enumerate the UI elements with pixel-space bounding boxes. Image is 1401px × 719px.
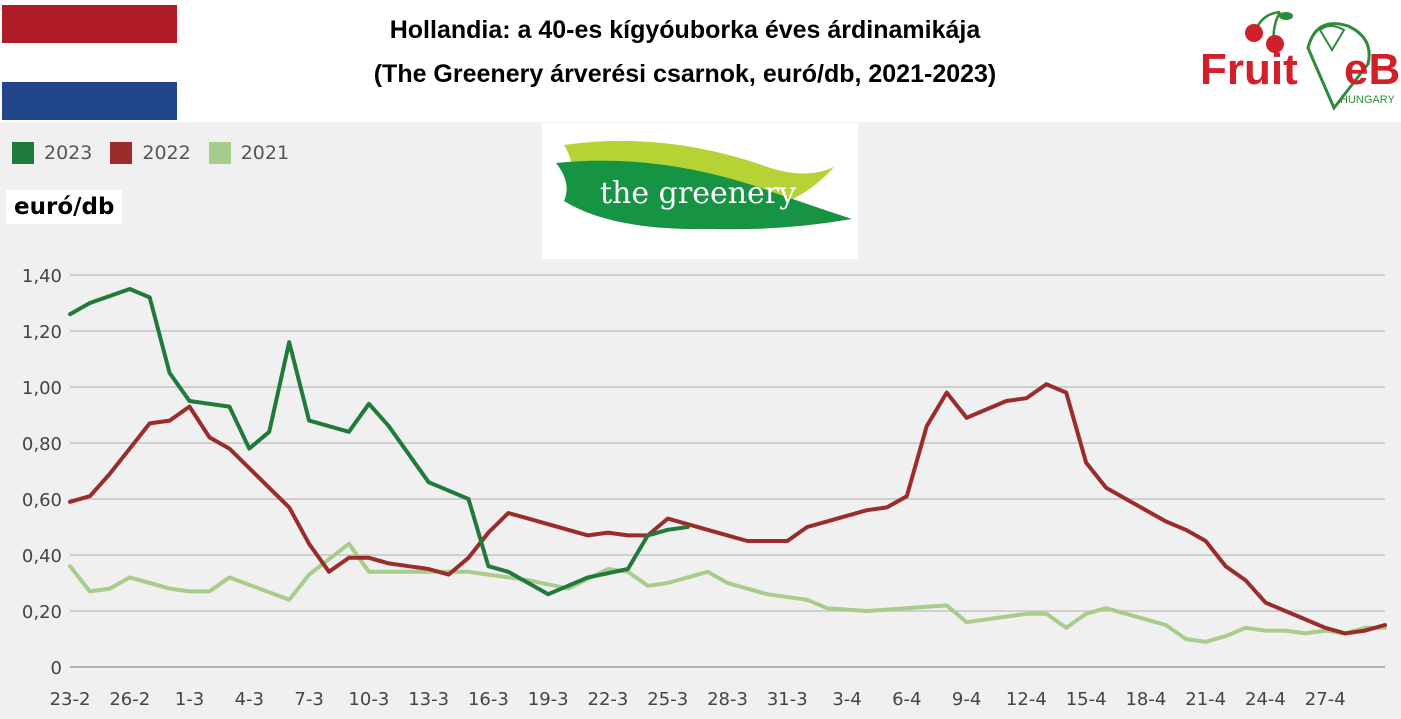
x-tick-label: 13-3 <box>408 689 449 710</box>
legend-label-2023: 2023 <box>44 142 93 164</box>
x-tick-label: 19-3 <box>528 689 569 710</box>
flag-stripe-white <box>2 43 177 82</box>
chart-legend: 2023 2022 2021 <box>12 140 307 166</box>
y-tick-label: 0,80 <box>22 434 62 455</box>
y-tick-label: 1,00 <box>22 378 62 399</box>
x-tick-label: 22-3 <box>588 689 629 710</box>
x-tick-label: 3-4 <box>832 689 861 710</box>
x-tick-label: 24-4 <box>1245 689 1286 710</box>
x-tick-label: 31-3 <box>767 689 808 710</box>
x-tick-label: 27-4 <box>1305 689 1346 710</box>
greenery-text: the greenery <box>600 176 796 211</box>
x-tick-label: 9-4 <box>952 689 981 710</box>
legend-label-2021: 2021 <box>240 142 290 164</box>
legend-swatch-2022 <box>110 142 133 164</box>
flag-stripe-blue <box>2 81 177 120</box>
y-axis-unit-label: euró/db <box>6 190 123 224</box>
y-tick-label: 0,20 <box>22 602 62 623</box>
legend-item-2021: 2021 <box>208 142 290 164</box>
series-line-2021 <box>68 541 1387 644</box>
x-tick-label: 18-4 <box>1125 689 1166 710</box>
flag-stripe-red <box>2 5 177 44</box>
x-tick-label: 25-3 <box>647 689 688 710</box>
leaf-icon: the greenery <box>556 140 852 230</box>
x-tick-label: 28-3 <box>707 689 748 710</box>
x-axis-labels: 23-2 26-2 1-3 4-3 7-3 10-3 13-3 16-3 19-3 22-3 25-… <box>50 689 1346 710</box>
title-line-2: (The Greenery árverési csarnok, euró/db,… <box>373 60 997 88</box>
series-line-2022 <box>68 382 1387 636</box>
fruitveb-logo: Fruit eB HUNGARY <box>1200 10 1398 111</box>
header: Hollandia: a 40-es kígyóuborka éves árdi… <box>0 0 1401 122</box>
cherry-icon <box>1245 10 1293 53</box>
x-tick-label: 15-4 <box>1066 689 1107 710</box>
legend-item-2022: 2022 <box>110 142 191 164</box>
y-tick-label: 1,40 <box>22 266 62 287</box>
x-tick-label: 6-4 <box>892 689 921 710</box>
chart-grid <box>70 274 1385 668</box>
y-tick-label: 1,20 <box>22 322 62 343</box>
x-tick-label: 1-3 <box>175 689 204 710</box>
x-tick-label: 7-3 <box>294 689 323 710</box>
series-line-2023 <box>68 287 690 597</box>
y-tick-label: 0 <box>51 658 62 679</box>
legend-label-2022: 2022 <box>142 142 191 164</box>
x-tick-label: 23-2 <box>50 689 91 710</box>
fruitveb-text-left: Fruit <box>1200 45 1298 94</box>
legend-swatch-2021 <box>208 142 231 164</box>
y-tick-label: 0,60 <box>22 490 62 511</box>
legend-item-2023: 2023 <box>12 142 92 164</box>
x-tick-label: 10-3 <box>348 689 389 710</box>
y-axis-labels: 0 0,20 0,40 0,60 0,80 1,00 1,20 1,40 <box>22 266 62 679</box>
title-line-1: Hollandia: a 40-es kígyóuborka éves árdi… <box>389 16 981 44</box>
line-chart: 0 0,20 0,40 0,60 0,80 1,00 1,20 1,40 23-2 26-2 1-… <box>22 266 1387 710</box>
x-tick-label: 16-3 <box>468 689 509 710</box>
netherlands-flag-icon <box>2 5 177 120</box>
chart-title: Hollandia: a 40-es kígyóuborka éves árdi… <box>180 8 1190 96</box>
chart-series <box>68 287 1387 644</box>
legend-swatch-2023 <box>12 142 34 164</box>
x-tick-label: 4-3 <box>235 689 264 710</box>
y-tick-label: 0,40 <box>22 546 62 567</box>
x-tick-label: 21-4 <box>1185 689 1226 710</box>
fruitveb-text-right: eB <box>1344 45 1398 94</box>
x-tick-label: 26-2 <box>109 689 150 710</box>
x-tick-label: 12-4 <box>1006 689 1047 710</box>
greenery-logo: the greenery <box>542 123 858 259</box>
fruitveb-subtext: HUNGARY <box>1340 94 1395 106</box>
